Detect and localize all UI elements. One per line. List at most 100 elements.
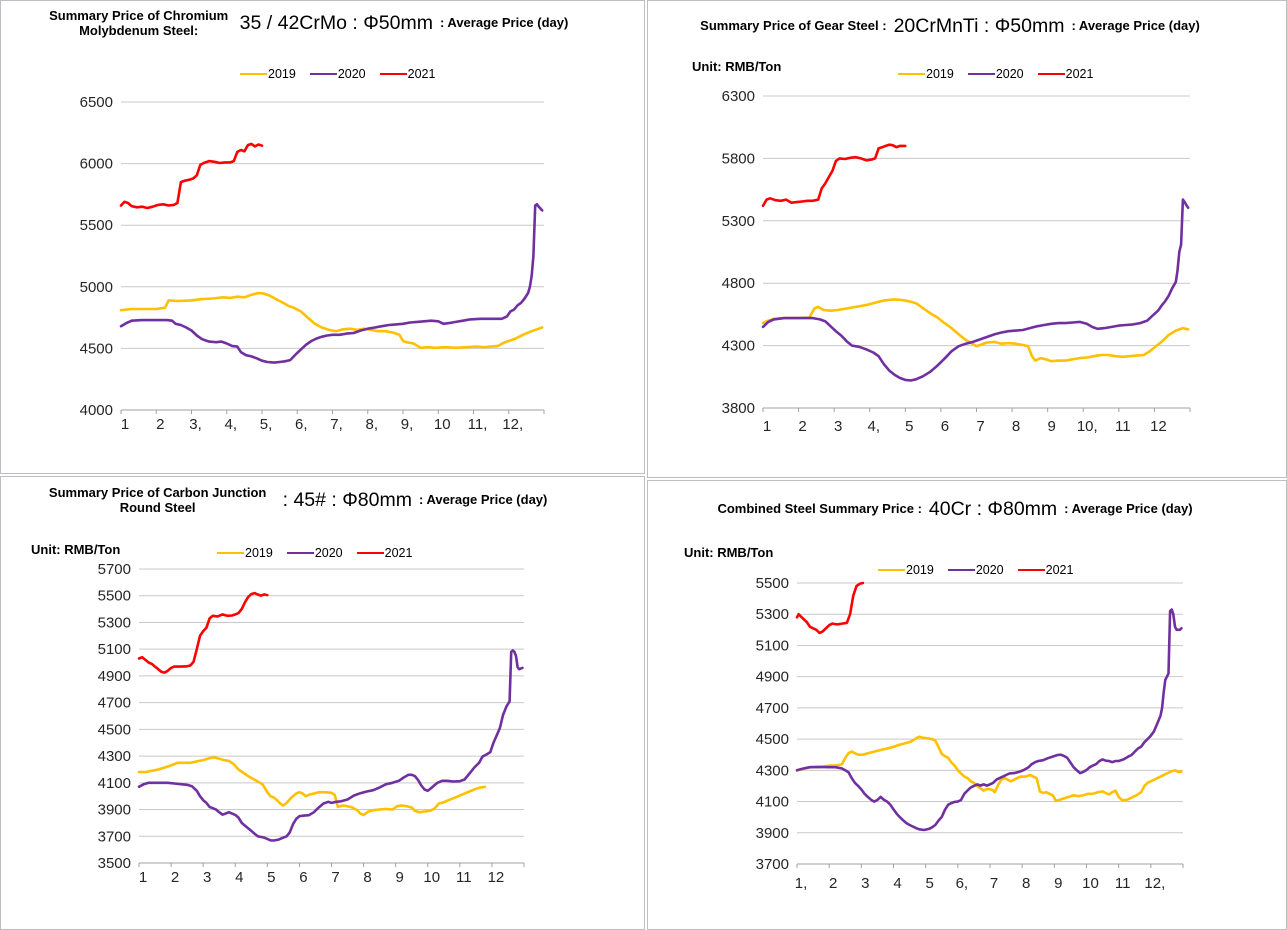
svg-text:2: 2 xyxy=(829,875,837,892)
legend-item-2019: 2019 xyxy=(217,546,273,560)
svg-text:5: 5 xyxy=(905,418,913,435)
svg-text:9: 9 xyxy=(1047,418,1055,435)
svg-text:11: 11 xyxy=(1115,418,1131,435)
chart-title-suffix: : Average Price (day) xyxy=(418,492,548,508)
legend-label: 2021 xyxy=(1065,67,1094,81)
chart-title: Summary Price of Gear Steel : 20CrMnTi :… xyxy=(631,15,1269,38)
svg-text:1,: 1, xyxy=(795,875,808,892)
legend-label: 2019 xyxy=(926,67,954,81)
svg-text:1: 1 xyxy=(139,869,147,886)
svg-text:3900: 3900 xyxy=(98,802,131,819)
chart-title-spec: 20CrMnTi : Φ50mm xyxy=(893,15,1065,37)
svg-text:3800: 3800 xyxy=(722,400,755,417)
chart-title-category: Combined Steel Summary Price : xyxy=(717,501,922,517)
svg-text:9: 9 xyxy=(395,869,403,886)
chart-title-spec: 35 / 42CrMo : Φ50mm xyxy=(239,12,433,35)
legend-item-2020: 2020 xyxy=(286,546,343,560)
chart-title-category: Summary Price of Gear Steel : xyxy=(700,18,887,34)
legend-swatch-2020 xyxy=(286,552,314,554)
legend-label: 2020 xyxy=(995,67,1024,81)
svg-text:6,: 6, xyxy=(295,416,308,433)
price-chart: 5500 5300 5100 4900 4700 4500 4300 4100 3900 3700… xyxy=(756,575,1184,892)
svg-text:2: 2 xyxy=(798,418,806,435)
chart-panel-combined-steel: 5500 5300 5100 4900 4700 4500 4300 4100 3900 3700… xyxy=(647,480,1287,930)
legend-swatch-2019 xyxy=(240,73,267,75)
legend-item-2021: 2021 xyxy=(379,67,435,81)
svg-text:10: 10 xyxy=(1082,875,1099,892)
svg-text:4800: 4800 xyxy=(722,275,755,292)
chart-legend: 2019 2020 2021 xyxy=(898,67,1093,81)
legend-label: 2019 xyxy=(906,563,934,577)
price-chart: 6500 6000 5500 5000 4500 4000 1 2 3, 4, 5, 6, 7, 8, 9,… xyxy=(80,94,545,433)
svg-text:5300: 5300 xyxy=(722,213,755,230)
svg-text:5: 5 xyxy=(925,875,933,892)
legend-item-2020: 2020 xyxy=(947,563,1004,577)
svg-text:3: 3 xyxy=(203,869,211,886)
svg-text:2: 2 xyxy=(156,416,164,433)
svg-text:4300: 4300 xyxy=(722,338,755,355)
chart-title-spec: 40Cr : Φ80mm xyxy=(928,498,1058,520)
svg-text:11: 11 xyxy=(1115,875,1131,892)
legend-item-2021: 2021 xyxy=(1017,563,1074,577)
svg-text:5700: 5700 xyxy=(98,561,131,578)
svg-text:5800: 5800 xyxy=(722,150,755,167)
svg-text:4500: 4500 xyxy=(756,731,789,748)
svg-text:3700: 3700 xyxy=(98,828,131,845)
legend-label: 2021 xyxy=(384,546,413,560)
chart-title-suffix: : Average Price (day) xyxy=(1071,18,1200,34)
svg-text:6,: 6, xyxy=(956,875,969,892)
svg-text:7: 7 xyxy=(331,869,339,886)
svg-text:6500: 6500 xyxy=(80,94,113,111)
legend-label: 2021 xyxy=(1045,563,1074,577)
svg-text:8,: 8, xyxy=(365,416,378,433)
svg-text:12: 12 xyxy=(488,869,505,886)
legend-label: 2020 xyxy=(337,67,366,81)
chart-title-category: Summary Price of Carbon Junction Round S… xyxy=(48,485,267,515)
legend-swatch-2021 xyxy=(356,552,384,554)
svg-text:3900: 3900 xyxy=(756,825,789,842)
legend-swatch-2021 xyxy=(379,73,407,75)
svg-text:6: 6 xyxy=(941,418,949,435)
svg-text:4900: 4900 xyxy=(98,668,131,685)
unit-label: Unit: RMB/Ton xyxy=(692,59,782,74)
chart-panel-carbon-round-steel: 5700 5500 5300 5100 4900 4700 4500 4300 4100 3900… xyxy=(0,476,645,930)
svg-text:10: 10 xyxy=(434,416,451,433)
svg-text:1: 1 xyxy=(121,416,129,433)
svg-text:5300: 5300 xyxy=(756,606,789,623)
svg-text:5000: 5000 xyxy=(80,279,113,296)
svg-text:5500: 5500 xyxy=(756,575,789,592)
svg-text:4300: 4300 xyxy=(98,748,131,765)
svg-text:4000: 4000 xyxy=(80,402,113,419)
svg-text:4500: 4500 xyxy=(98,721,131,738)
svg-text:4: 4 xyxy=(893,875,901,892)
legend-label: 2020 xyxy=(975,563,1004,577)
legend-item-2020: 2020 xyxy=(967,67,1024,81)
legend-label: 2020 xyxy=(314,546,343,560)
svg-text:5500: 5500 xyxy=(80,217,113,234)
chart-title-suffix: : Average Price (day) xyxy=(439,15,569,31)
chart-title-category: Summary Price of Chromium Molybdenum Ste… xyxy=(49,8,229,38)
svg-text:9,: 9, xyxy=(401,416,414,433)
legend-label: 2019 xyxy=(268,67,296,81)
svg-text:11,: 11, xyxy=(468,416,488,433)
unit-label: Unit: RMB/Ton xyxy=(31,542,121,557)
svg-text:7: 7 xyxy=(990,875,998,892)
svg-text:5: 5 xyxy=(267,869,275,886)
legend-item-2019: 2019 xyxy=(878,563,934,577)
price-chart: 5700 5500 5300 5100 4900 4700 4500 4300 4100 3900… xyxy=(98,561,525,886)
chart-legend: 2019 2020 2021 xyxy=(217,546,412,560)
svg-text:4100: 4100 xyxy=(98,775,131,792)
svg-text:5500: 5500 xyxy=(98,588,131,605)
svg-text:8: 8 xyxy=(1022,875,1030,892)
chart-title: Summary Price of Carbon Junction Round S… xyxy=(0,485,615,516)
svg-text:4300: 4300 xyxy=(756,762,789,779)
legend-item-2021: 2021 xyxy=(1037,67,1094,81)
legend-item-2021: 2021 xyxy=(356,546,413,560)
svg-text:3: 3 xyxy=(861,875,869,892)
svg-text:6: 6 xyxy=(299,869,307,886)
svg-text:12,: 12, xyxy=(1144,875,1165,892)
svg-text:3: 3 xyxy=(834,418,842,435)
legend-item-2019: 2019 xyxy=(240,67,296,81)
